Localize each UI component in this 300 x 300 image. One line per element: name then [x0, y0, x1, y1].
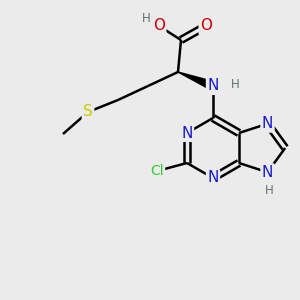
Text: H: H: [231, 77, 239, 91]
Text: N: N: [262, 116, 273, 131]
Text: N: N: [262, 165, 273, 180]
Text: N: N: [207, 79, 219, 94]
Text: H: H: [265, 184, 274, 197]
Text: O: O: [200, 19, 212, 34]
Text: H: H: [142, 11, 150, 25]
Text: S: S: [83, 104, 93, 119]
Polygon shape: [178, 72, 215, 90]
Text: Cl: Cl: [150, 164, 164, 178]
Text: N: N: [181, 125, 193, 140]
Text: O: O: [153, 19, 165, 34]
Text: N: N: [207, 170, 219, 185]
